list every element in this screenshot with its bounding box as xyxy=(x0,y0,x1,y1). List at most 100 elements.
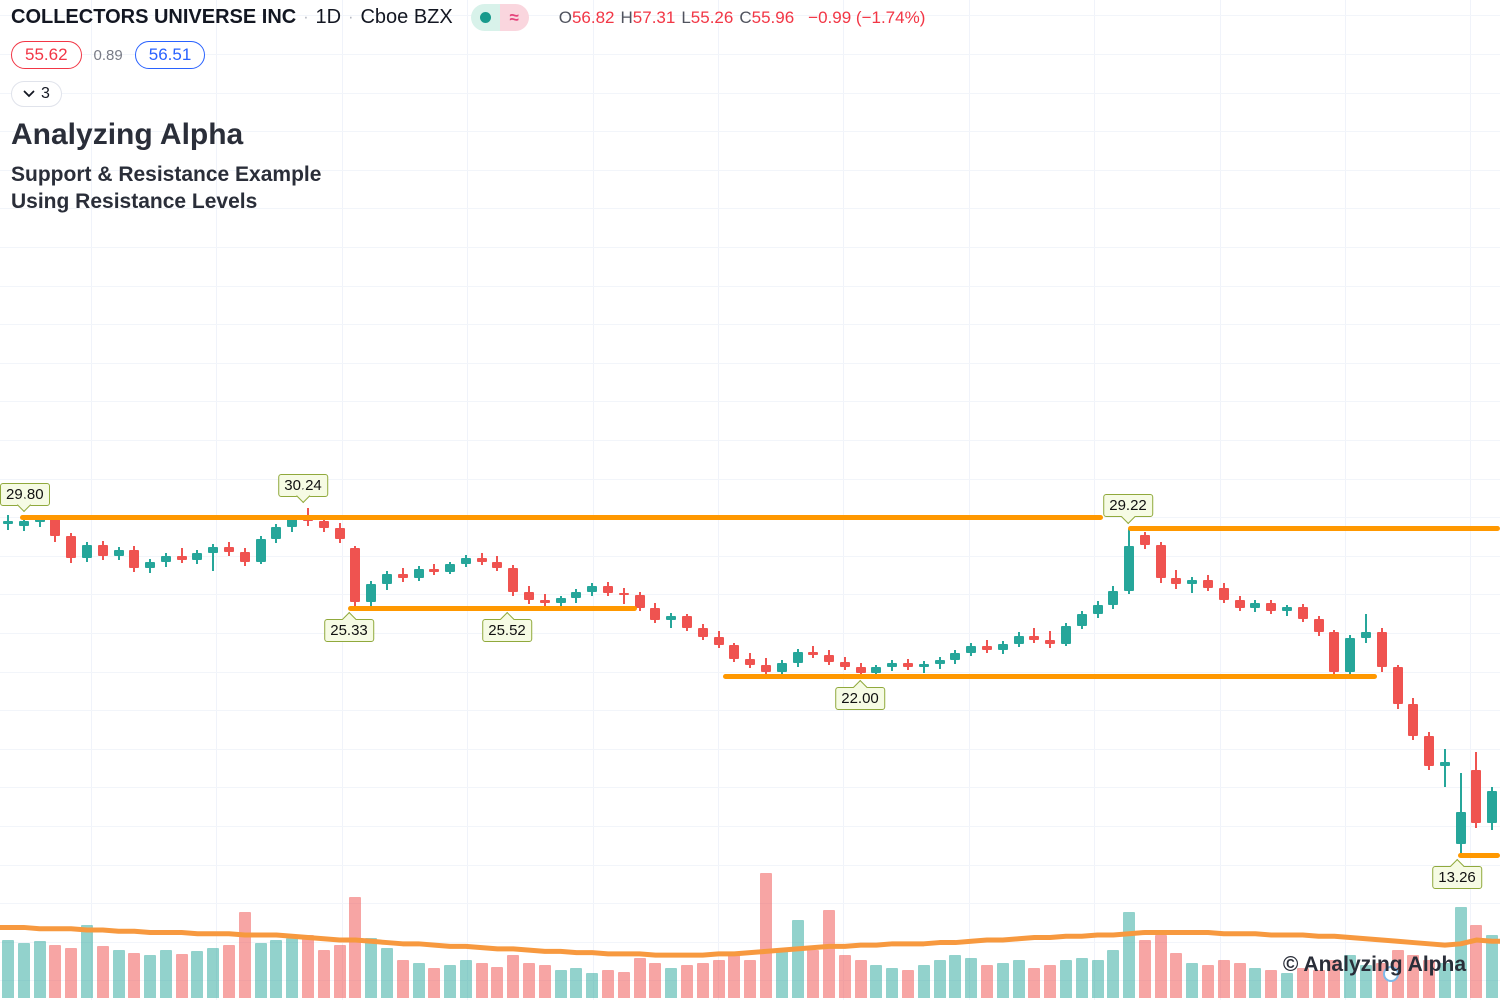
label-pointer xyxy=(296,488,311,504)
volume-bar xyxy=(491,966,504,998)
candle-body xyxy=(192,552,203,560)
brand-title: Analyzing Alpha xyxy=(11,118,244,151)
candle-body xyxy=(1281,606,1292,611)
brand-subtitle-line1: Support & Resistance Example xyxy=(11,163,322,186)
grid-line-vertical xyxy=(843,0,845,1000)
candle-body xyxy=(176,555,187,560)
volume-bar xyxy=(333,945,346,998)
indicators-collapse-button[interactable]: 3 xyxy=(11,81,62,107)
label-pointer xyxy=(1121,509,1136,524)
candle-body xyxy=(334,528,345,540)
grid-line-vertical xyxy=(1094,0,1096,1000)
volume-bar xyxy=(1359,965,1372,998)
candle-body xyxy=(871,667,882,674)
resistance-line xyxy=(20,514,1103,520)
volume-bar xyxy=(696,962,709,998)
candle-body xyxy=(1345,637,1356,673)
candle-body xyxy=(160,555,171,562)
resistance-line xyxy=(348,605,637,611)
volume-bar xyxy=(1075,957,1088,998)
high-price-badge[interactable]: 56.51 xyxy=(134,41,206,69)
symbol-name[interactable]: COLLECTORS UNIVERSE INC xyxy=(11,6,297,28)
candle-body xyxy=(129,549,140,569)
candle-body xyxy=(97,544,108,556)
candle-body xyxy=(303,518,313,522)
grid-line-horizontal xyxy=(0,864,1500,866)
volume-bar xyxy=(744,960,757,998)
candle-body xyxy=(776,663,787,673)
volume-bar xyxy=(1312,970,1325,998)
volume-bar xyxy=(1296,967,1309,998)
candle-wick xyxy=(180,547,183,563)
volume-bar xyxy=(1170,952,1183,998)
volume-bar xyxy=(1186,962,1199,998)
candle-body xyxy=(255,539,266,562)
approx-indicator-icon: ≈ xyxy=(499,4,529,31)
candle-body xyxy=(666,616,677,621)
resistance-line xyxy=(1458,852,1500,858)
candle-body xyxy=(555,597,566,603)
candle-body xyxy=(997,643,1008,650)
volume-bar xyxy=(1233,962,1246,998)
exchange[interactable]: Cboe BZX xyxy=(360,6,453,28)
grid-line-horizontal xyxy=(0,247,1500,248)
volume-bar xyxy=(807,950,820,998)
candle-body xyxy=(508,568,519,592)
candle-body xyxy=(1392,667,1403,704)
candle-body xyxy=(839,662,850,668)
candle-body xyxy=(1013,635,1024,644)
candle-body xyxy=(1313,619,1324,633)
grid-line-horizontal xyxy=(0,826,1500,827)
candle-body xyxy=(18,521,29,527)
grid-line-horizontal xyxy=(0,54,1500,55)
candle-body xyxy=(1329,632,1340,673)
candle-wick xyxy=(922,661,925,674)
volume-bar xyxy=(538,965,551,998)
candle-body xyxy=(208,546,219,553)
volume-bar xyxy=(617,971,630,998)
candle-body xyxy=(460,557,471,564)
label-pointer xyxy=(342,612,357,627)
volume-bar xyxy=(144,955,157,998)
candle-body xyxy=(492,561,503,569)
volume-bar xyxy=(1328,960,1341,998)
candle-body xyxy=(1408,704,1419,736)
volume-bar xyxy=(665,967,678,998)
level-label: 29.22 xyxy=(1103,494,1153,524)
volume-bar xyxy=(996,962,1009,998)
candle-body xyxy=(1471,770,1482,823)
candle-wick xyxy=(212,543,215,572)
candle-body xyxy=(1124,545,1135,591)
low-price-badge[interactable]: 55.62 xyxy=(11,41,82,69)
candle-body xyxy=(429,569,440,573)
volume-bar xyxy=(1438,962,1451,998)
grid-line-vertical xyxy=(467,0,469,1000)
indicator-status-pill[interactable]: ≈ xyxy=(470,4,529,31)
timeframe[interactable]: 1D xyxy=(315,6,342,28)
level-label: 30.24 xyxy=(278,473,328,504)
candle-body xyxy=(1455,812,1466,845)
volume-bar xyxy=(949,955,962,998)
grid-line-vertical xyxy=(1345,0,1346,1000)
volume-bar xyxy=(965,957,978,998)
grid-line-horizontal xyxy=(0,362,1500,364)
low-label: L xyxy=(681,7,691,27)
label-pointer xyxy=(500,612,515,627)
volume-bar xyxy=(523,962,536,998)
candle-body xyxy=(81,544,92,558)
candle-body xyxy=(855,667,866,674)
volume-bar xyxy=(412,962,425,998)
candle-body xyxy=(318,521,329,529)
volume-bar xyxy=(1423,960,1436,998)
candle-wick xyxy=(1364,614,1367,643)
candle-body xyxy=(1424,735,1435,767)
candle-body xyxy=(792,651,803,664)
candle-body xyxy=(34,517,45,523)
label-pointer xyxy=(853,680,868,695)
volume-bar xyxy=(1217,960,1230,998)
grid-line-horizontal xyxy=(0,710,1500,712)
volume-bar xyxy=(49,945,62,998)
level-label: 13.26 xyxy=(1432,858,1482,889)
